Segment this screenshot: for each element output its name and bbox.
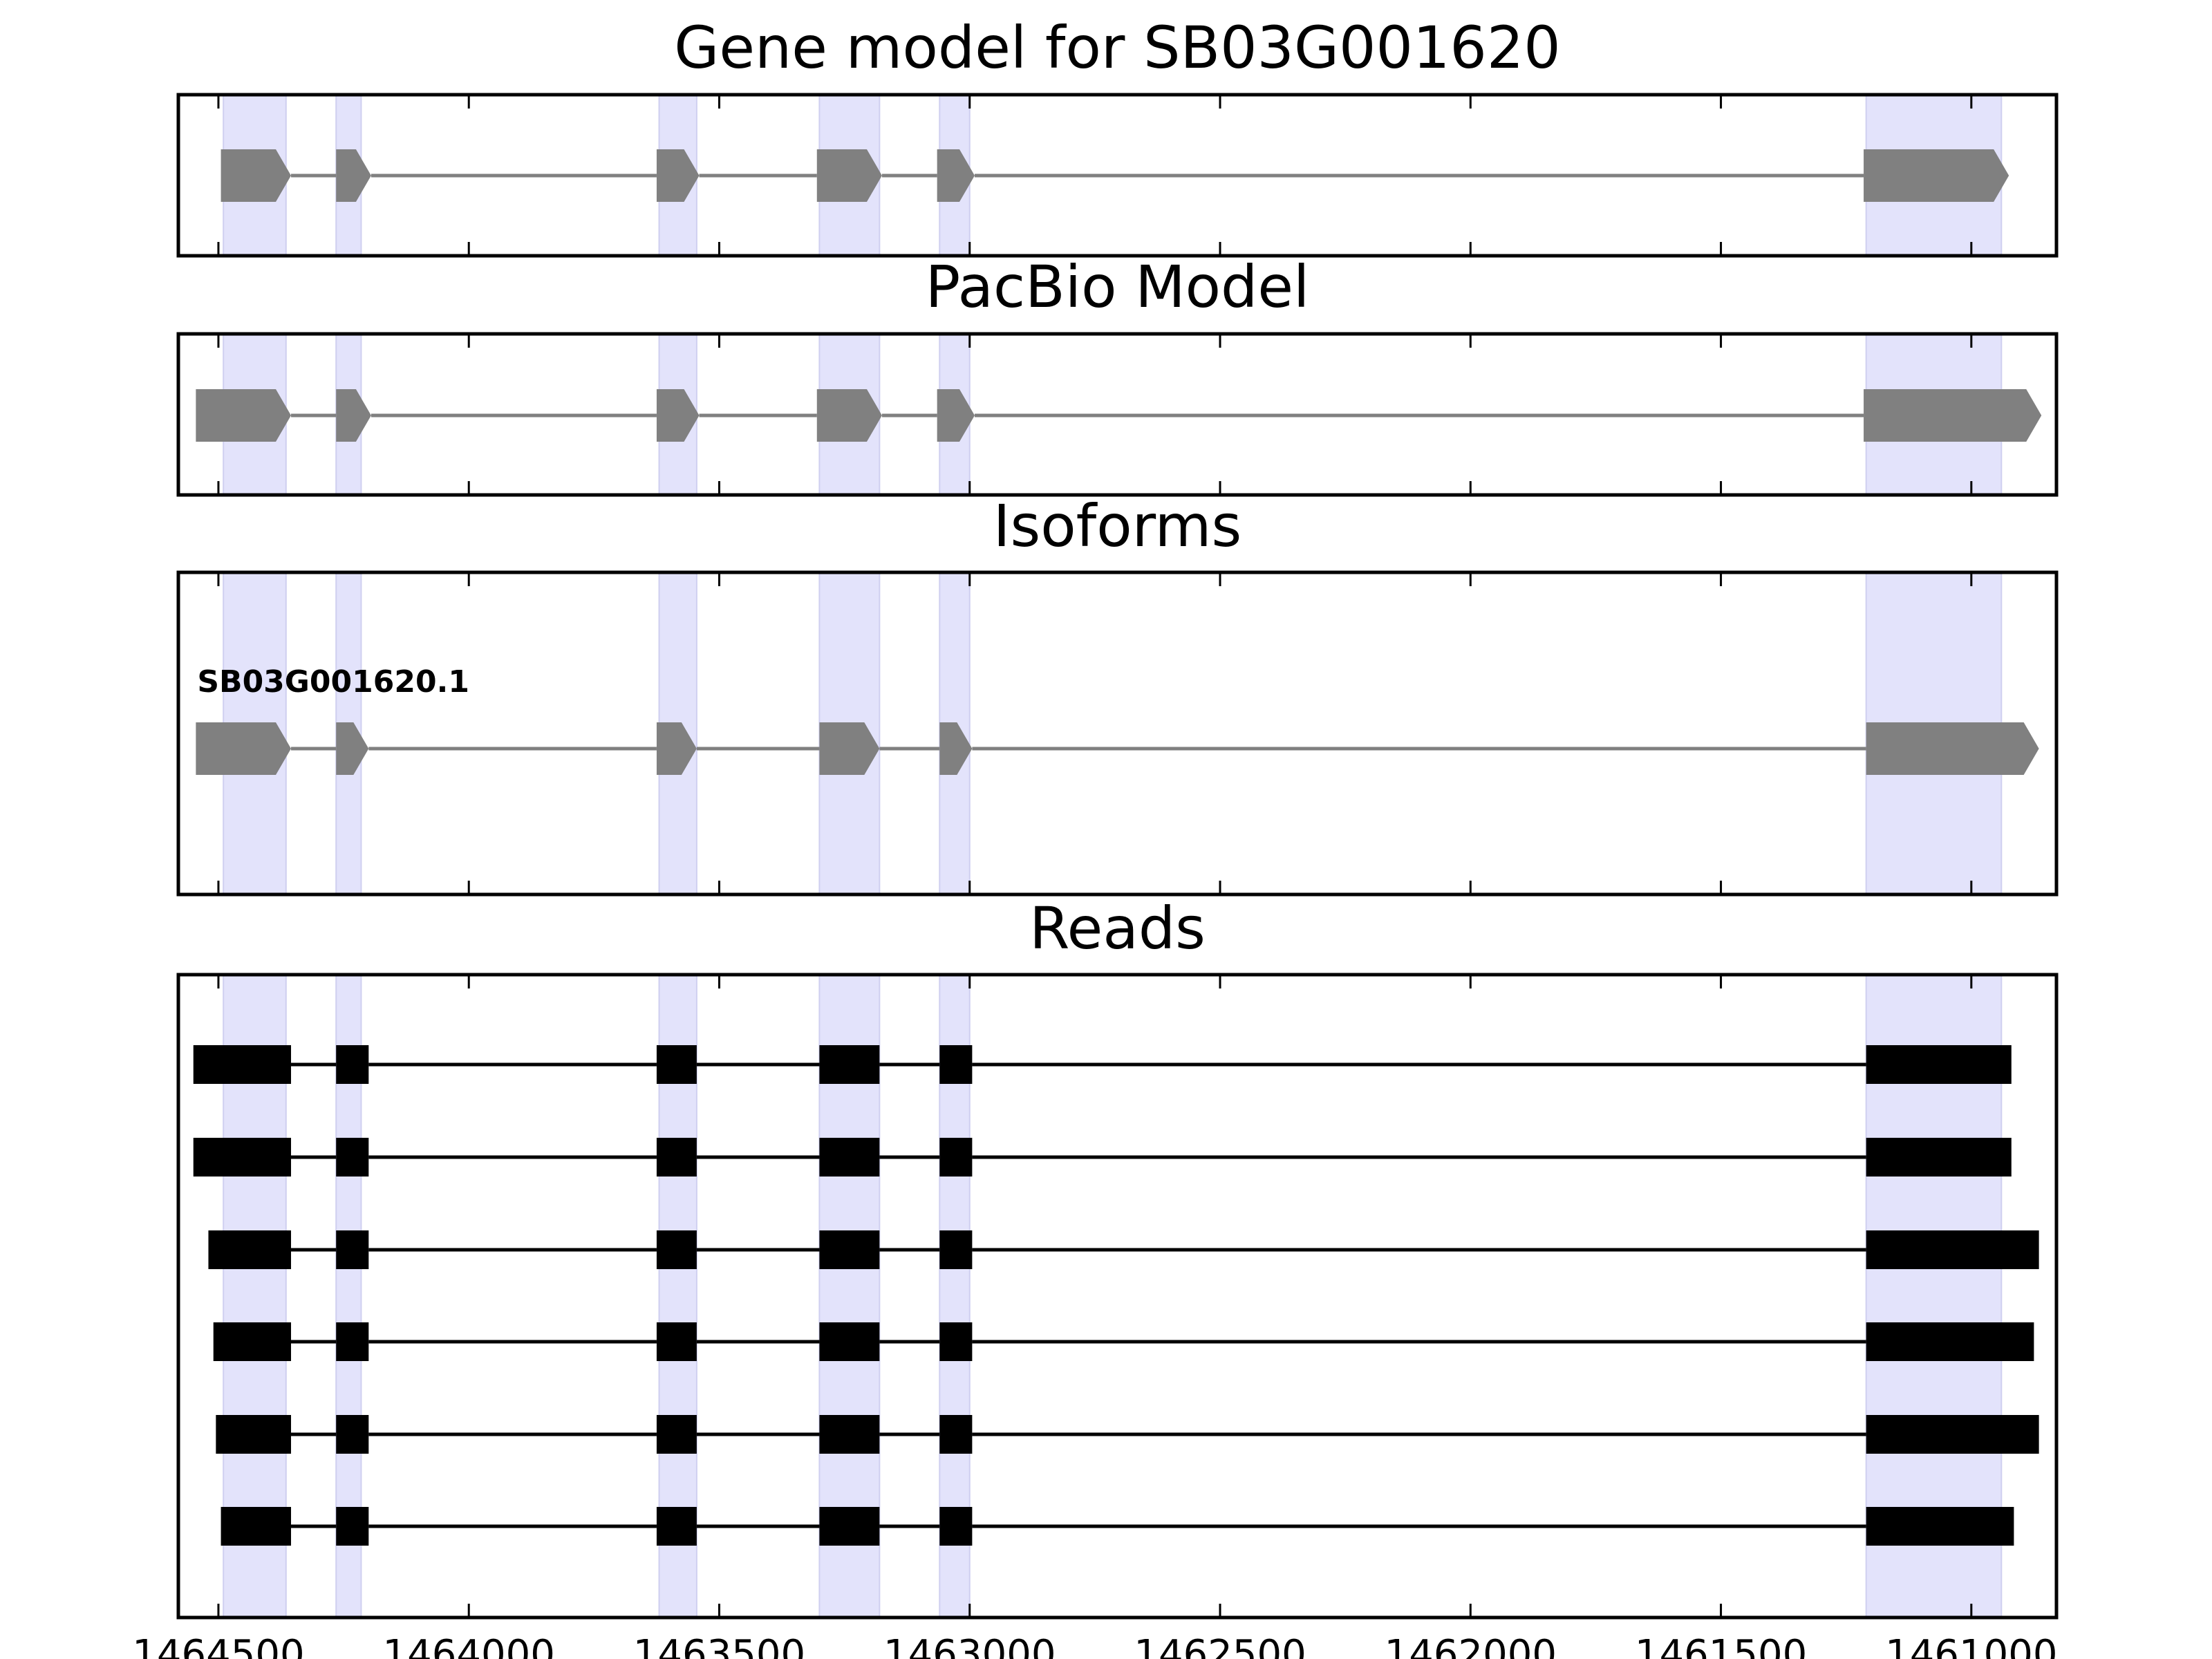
read-exon-block xyxy=(221,1507,292,1546)
text-layer: Gene model for SB03G001620 PacBio Model SB… xyxy=(132,14,2057,1659)
exon-arrow xyxy=(656,149,700,202)
exon-arrow xyxy=(1866,722,2039,775)
exon-band-layer xyxy=(223,94,2003,1618)
read-track xyxy=(221,1507,2014,1546)
panel-frame xyxy=(176,93,2059,258)
read-exon-block xyxy=(1866,1230,2039,1269)
transcript-track xyxy=(196,722,2039,775)
read-exon-block xyxy=(939,1415,973,1454)
x-tick-label: 1463000 xyxy=(883,1632,1056,1659)
exon-arrow xyxy=(937,389,975,442)
read-exon-block xyxy=(939,1322,973,1361)
read-exon-block xyxy=(193,1045,292,1084)
read-exon-block xyxy=(939,1138,973,1177)
read-exon-block xyxy=(216,1415,292,1454)
track-layer xyxy=(193,149,2042,1546)
exon-arrow xyxy=(196,389,292,442)
exon-arrow xyxy=(1864,149,2009,202)
read-track xyxy=(208,1230,2039,1269)
exon-arrow xyxy=(1864,389,2042,442)
read-exon-block xyxy=(819,1415,880,1454)
exon-arrow xyxy=(336,389,371,442)
read-exon-block xyxy=(656,1138,697,1177)
exon-arrow xyxy=(816,389,882,442)
read-exon-block xyxy=(1866,1507,2014,1546)
read-exon-block xyxy=(656,1230,697,1269)
read-exon-block xyxy=(336,1507,369,1546)
read-exon-block xyxy=(819,1322,880,1361)
exon-arrow xyxy=(819,722,880,775)
read-track xyxy=(216,1415,2039,1454)
panel-frame xyxy=(176,570,2059,897)
read-exon-block xyxy=(1866,1322,2034,1361)
exon-arrow xyxy=(196,722,292,775)
x-tick-label: 1461000 xyxy=(1885,1632,2057,1659)
panel-frame xyxy=(176,332,2059,497)
x-tick-label: 1464500 xyxy=(132,1632,304,1659)
read-exon-block xyxy=(336,1415,369,1454)
read-exon-block xyxy=(939,1230,973,1269)
read-exon-block xyxy=(819,1230,880,1269)
read-exon-block xyxy=(193,1138,292,1177)
read-track xyxy=(193,1138,2012,1177)
panel-title: Isoforms xyxy=(993,492,1242,560)
panel-title: PacBio Model xyxy=(926,253,1310,321)
read-exon-block xyxy=(336,1138,369,1177)
panel-title: Reads xyxy=(1029,894,1206,962)
read-exon-block xyxy=(1866,1415,2039,1454)
read-exon-block xyxy=(656,1322,697,1361)
x-tick-label: 1462500 xyxy=(1134,1632,1306,1659)
read-exon-block xyxy=(336,1230,369,1269)
read-exon-block xyxy=(656,1415,697,1454)
axis-tick-layer xyxy=(217,95,1973,1618)
exon-arrow xyxy=(336,149,371,202)
read-exon-block xyxy=(336,1322,369,1361)
x-tick-label: 1462000 xyxy=(1385,1632,1557,1659)
read-exon-block xyxy=(1866,1138,2012,1177)
transcript-track xyxy=(196,389,2042,442)
read-exon-block xyxy=(939,1507,973,1546)
exon-arrow xyxy=(656,389,700,442)
exon-arrow xyxy=(221,149,292,202)
x-tick-label: 1463500 xyxy=(633,1632,805,1659)
panel-title: Gene model for SB03G001620 xyxy=(674,14,1560,82)
read-exon-block xyxy=(213,1322,292,1361)
read-exon-block xyxy=(208,1230,292,1269)
exon-arrow xyxy=(336,722,369,775)
read-exon-block xyxy=(336,1045,369,1084)
read-exon-block xyxy=(656,1045,697,1084)
x-tick-label: 1461500 xyxy=(1635,1632,1807,1659)
panel-frame-layer xyxy=(176,93,2059,1620)
exon-arrow xyxy=(816,149,882,202)
x-tick-label: 1464000 xyxy=(383,1632,555,1659)
exon-arrow xyxy=(656,722,697,775)
read-exon-block xyxy=(1866,1045,2012,1084)
read-exon-block xyxy=(656,1507,697,1546)
read-exon-block xyxy=(819,1045,880,1084)
exon-arrow xyxy=(939,722,973,775)
exon-arrow xyxy=(937,149,975,202)
read-track xyxy=(193,1045,2012,1084)
read-exon-block xyxy=(939,1045,973,1084)
isoform-label: SB03G001620.1 xyxy=(197,664,469,700)
read-exon-block xyxy=(819,1138,880,1177)
panel-frame xyxy=(176,973,2059,1620)
read-exon-block xyxy=(819,1507,880,1546)
read-track xyxy=(213,1322,2034,1361)
transcript-track xyxy=(221,149,2009,202)
